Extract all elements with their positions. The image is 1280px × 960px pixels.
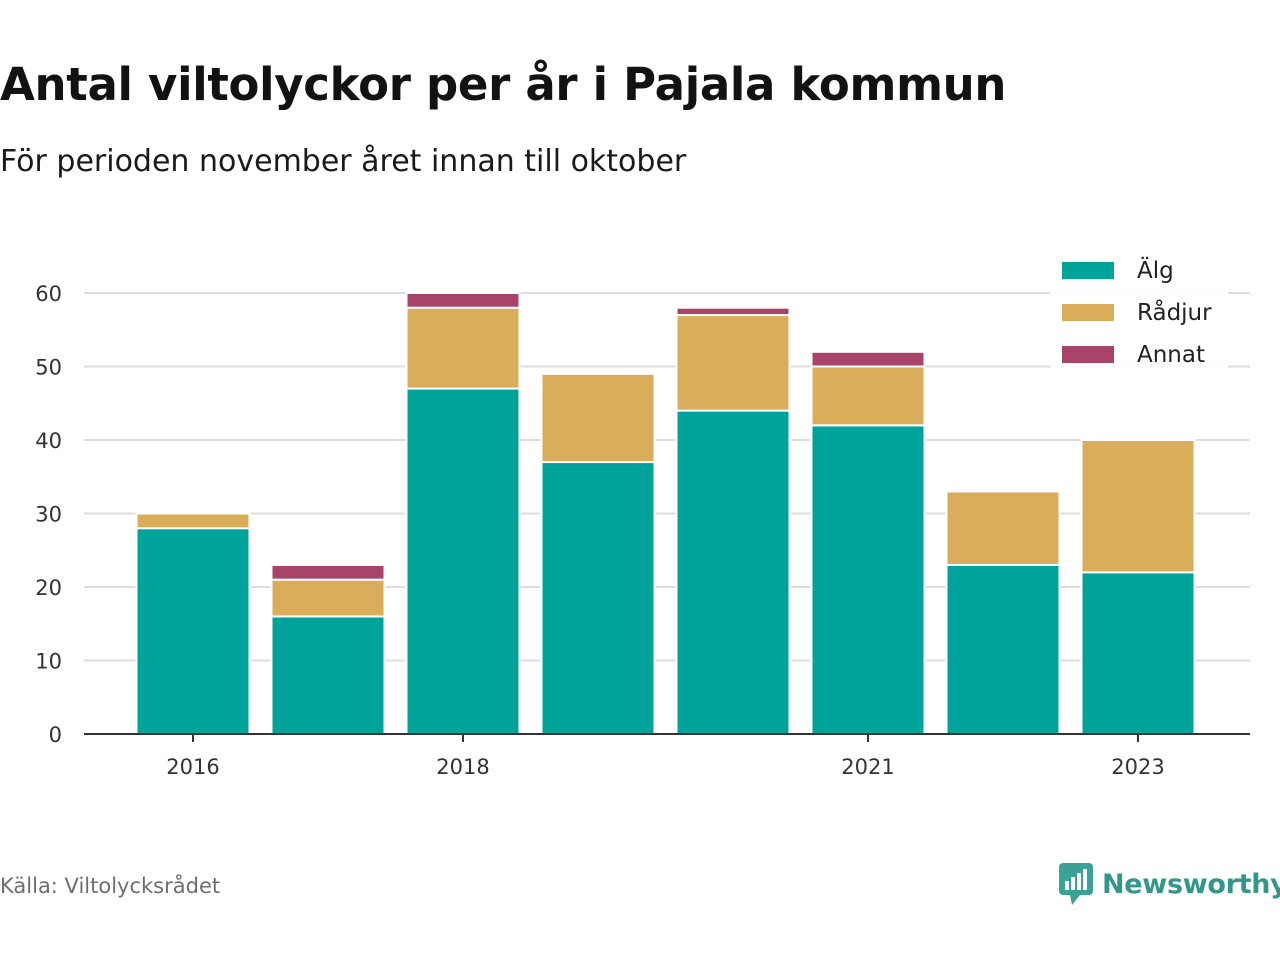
legend: Älg Rådjur Annat	[1050, 252, 1228, 368]
bar-segment-älg-2020	[675, 409, 791, 735]
y-tick-label: 0	[49, 723, 62, 747]
legend-label: Rådjur	[1137, 298, 1212, 326]
bar-segment-rådjur-2022	[945, 490, 1061, 566]
bar-segment-rådjur-2023	[1080, 439, 1196, 574]
bar-segment-älg-2016	[135, 527, 251, 736]
legend-swatch-rådjur	[1062, 304, 1114, 321]
bar-segment-rådjur-2020	[675, 314, 791, 412]
x-tick-label: 2018	[436, 755, 489, 779]
axes: 0 10 20 30 40 50 60 2016 2018 2021 2023	[35, 282, 1250, 779]
bar-segment-älg-2022	[945, 563, 1061, 736]
legend-label: Annat	[1137, 342, 1205, 368]
legend-swatch-älg	[1062, 262, 1114, 279]
bar-segment-älg-2018	[405, 387, 521, 735]
y-tick-label: 40	[35, 429, 62, 453]
x-tick-label: 2016	[166, 755, 219, 779]
bar-segment-rådjur-2016	[135, 512, 251, 530]
bar-segment-annat-2018	[405, 292, 521, 309]
bar-segment-annat-2021	[810, 350, 926, 368]
bar-segment-rådjur-2018	[405, 306, 521, 390]
x-tick-label: 2021	[841, 755, 894, 779]
bar-segment-älg-2021	[810, 424, 926, 735]
bar-segment-älg-2019	[540, 461, 656, 735]
bar-segment-rådjur-2017	[270, 578, 386, 618]
y-tick-label: 30	[35, 503, 62, 527]
legend-swatch-annat	[1062, 346, 1114, 363]
legend-label: Älg	[1137, 256, 1174, 284]
bars	[135, 292, 1196, 736]
bar-segment-älg-2017	[270, 615, 386, 736]
brand-name: Newsworthy	[1102, 868, 1280, 900]
bar-segment-älg-2023	[1080, 571, 1196, 735]
bar-segment-annat-2020	[675, 306, 791, 317]
bar-segment-annat-2017	[270, 563, 386, 581]
source-note: Källa: Viltolycksrådet	[0, 874, 221, 898]
brand-logo: Newsworthy	[1058, 862, 1280, 906]
chart-title: Antal viltolyckor per år i Pajala kommun	[0, 58, 1007, 111]
chart-subtitle: För perioden november året innan till ok…	[0, 144, 687, 179]
x-tick-label: 2023	[1111, 755, 1164, 779]
bar-segment-rådjur-2019	[540, 372, 656, 464]
y-tick-label: 10	[35, 650, 62, 674]
y-tick-label: 20	[35, 576, 62, 600]
y-tick-label: 60	[35, 282, 62, 306]
y-tick-label: 50	[35, 356, 62, 380]
newsworthy-logo-icon	[1059, 863, 1093, 905]
bar-segment-rådjur-2021	[810, 365, 926, 427]
